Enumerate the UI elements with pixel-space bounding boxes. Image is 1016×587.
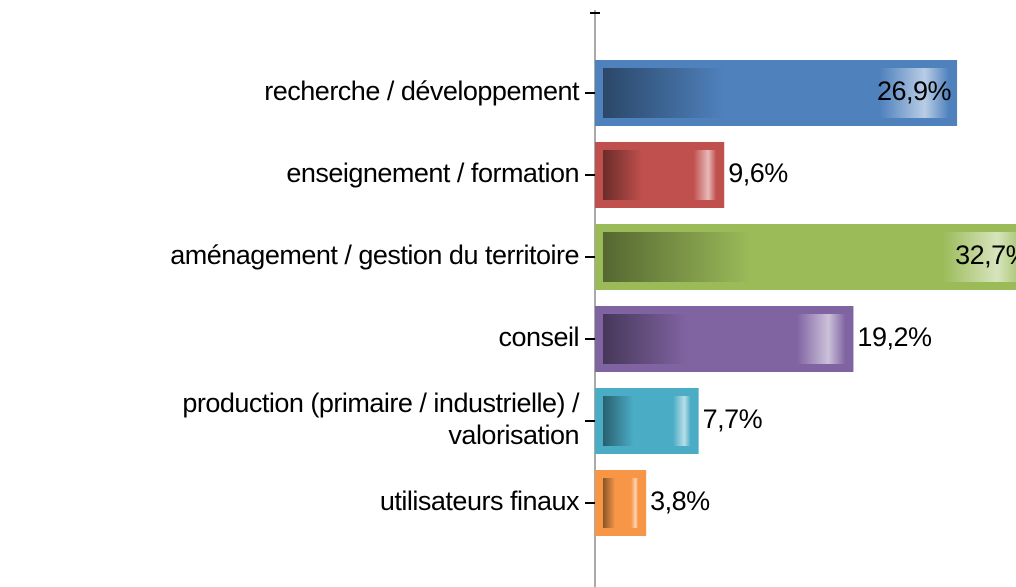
bar-inner: [603, 68, 950, 118]
bar-inner: [603, 150, 717, 200]
bar-inner: [603, 478, 639, 528]
category-label: production (primaire / industrielle) / va…: [182, 388, 580, 450]
bar-inner: [603, 314, 846, 364]
value-label: 3,8%: [650, 486, 710, 516]
category-label: conseil: [498, 322, 579, 352]
category-label: enseignement / formation: [286, 158, 579, 188]
category-label: aménagement / gestion du territoire: [170, 240, 579, 270]
bar-inner: [603, 232, 1016, 282]
category-label: utilisateurs finaux: [380, 486, 580, 516]
bar-inner: [603, 396, 691, 446]
value-label: 19,2%: [857, 322, 932, 352]
value-label: 9,6%: [728, 158, 788, 188]
value-label: 26,9%: [877, 76, 952, 106]
category-label: recherche / développement: [264, 76, 580, 106]
value-label: 32,7%: [955, 240, 1016, 270]
value-label: 7,7%: [703, 404, 763, 434]
